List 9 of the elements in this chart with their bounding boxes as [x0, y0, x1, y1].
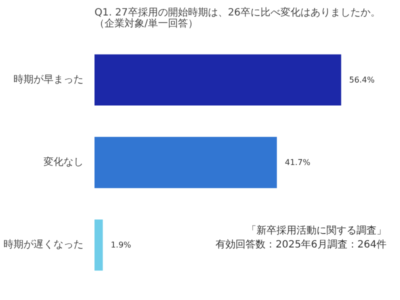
y-tick-label: 変化なし	[44, 156, 84, 168]
data-label: 41.7%	[284, 158, 311, 167]
y-tick-label: 時期が早まった	[14, 73, 84, 86]
data-label: 56.4%	[349, 75, 375, 84]
annotation: 「新卒採用活動に関する調査」	[246, 224, 386, 237]
annotation: 有効回答数：2025年6月調査：264件	[216, 238, 387, 251]
data-label: 1.9%	[110, 240, 132, 250]
chart-title: Q1. 27卒採用の開始時期は、26卒に比べ変化はありましたか。（企業対象/単一回答）	[94, 6, 381, 30]
y-tick-label: 時期が遅くなった	[4, 238, 84, 251]
